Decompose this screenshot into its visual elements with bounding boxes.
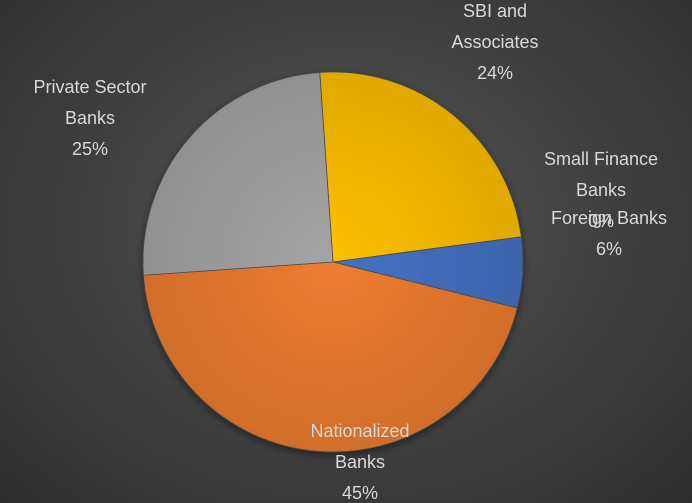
slice-category-label: Private Sector	[33, 77, 146, 97]
pie-slices	[142, 71, 524, 453]
slice-percent-label: 24%	[477, 63, 513, 83]
slice-category-label: Small Finance	[544, 149, 658, 169]
pie-slice-private-sector-banks-label: Private Sector Banks 25%	[33, 77, 146, 159]
pie-slice-small-finance-banks-label: Small Finance Banks 0%	[544, 149, 658, 231]
slice-percent-label: 45%	[342, 483, 378, 503]
slice-category-label: SBI and	[463, 1, 527, 21]
slice-category-label: Foreign Banks	[551, 208, 667, 228]
slice-category-label: Nationalized	[310, 421, 409, 441]
slice-percent-label: 6%	[596, 239, 622, 259]
slice-category-label: Associates	[451, 32, 538, 52]
slice-percent-label: 25%	[72, 139, 108, 159]
pie-slice-sbi-and-associates-label: SBI and Associates 24%	[451, 1, 538, 83]
pie-labels: SBI and Associates 24% Small Finance Banks 0%…	[33, 1, 667, 503]
pie-slice-foreign-banks-label: Foreign Banks 6%	[551, 208, 667, 259]
pie-slice-private-sector-banks	[142, 72, 334, 276]
slice-category-label: Banks	[576, 180, 626, 200]
slice-category-label: Banks	[65, 108, 115, 128]
pie-slice-nationalized-banks	[143, 261, 518, 453]
pie-slice-nationalized-banks-label: Nationalized Banks 45%	[310, 421, 409, 503]
pie-slice-sbi-and-associates	[319, 71, 522, 263]
slice-category-label: Banks	[335, 452, 385, 472]
slice-percent-label: 0%	[588, 211, 614, 231]
